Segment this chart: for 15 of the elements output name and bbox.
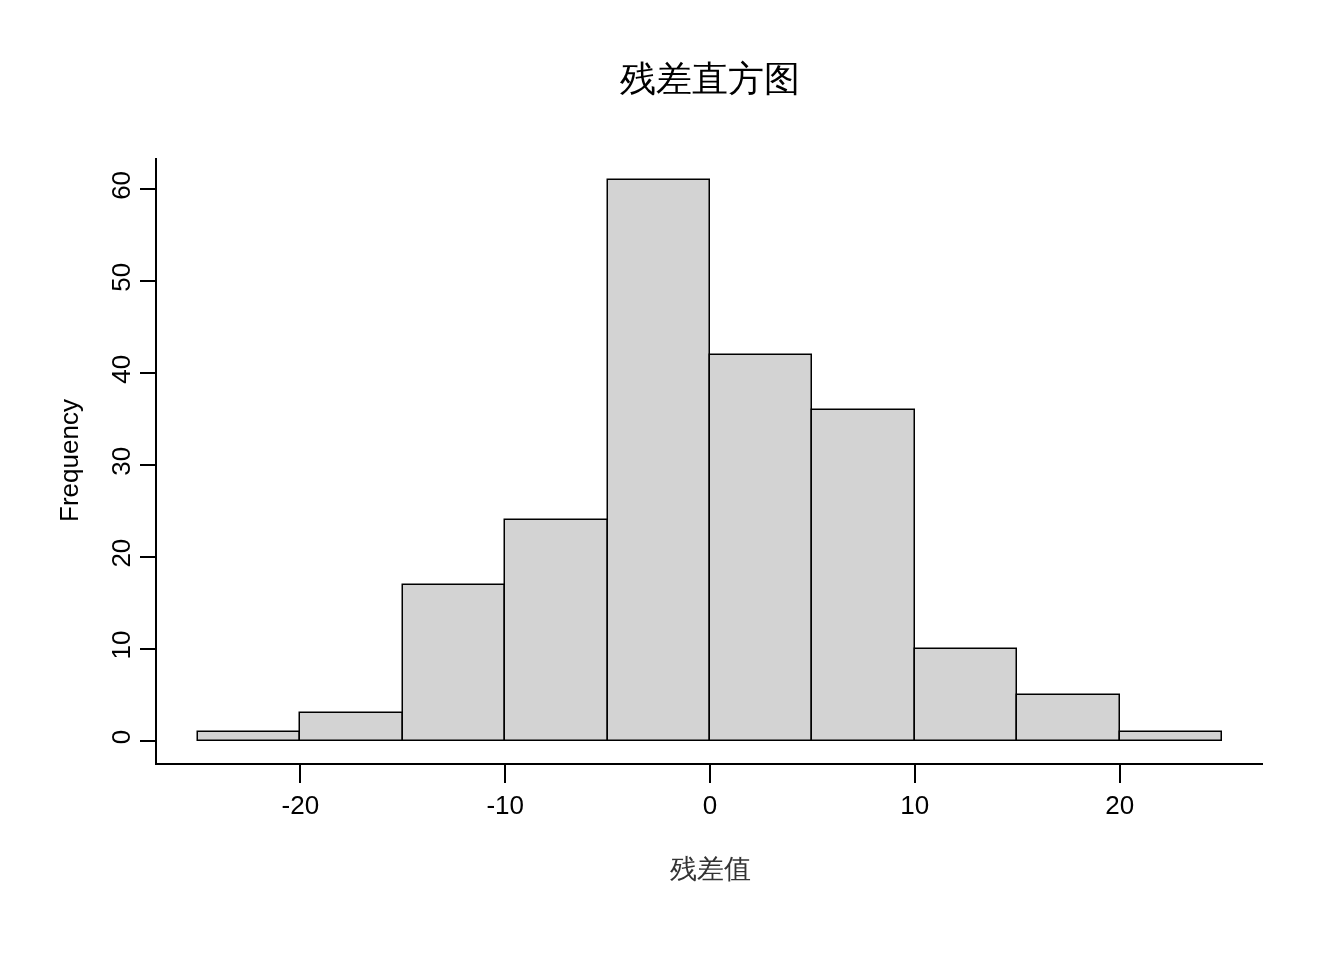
y-tick-label: 20 (105, 538, 136, 568)
y-tick-label: 0 (105, 729, 136, 745)
x-tick-label: 20 (1105, 789, 1135, 820)
y-tick-label: 60 (105, 170, 136, 200)
x-tick-label: 10 (900, 789, 930, 820)
x-tick-label: -10 (486, 789, 524, 820)
y-tick-label: 10 (105, 630, 136, 660)
y-tick-label: 30 (105, 446, 136, 476)
y-tick-label: 40 (105, 354, 136, 384)
x-axis-title: 残差值 (669, 853, 751, 884)
chart-title: 残差直方图 (619, 58, 800, 100)
y-tick-label: 50 (105, 262, 136, 292)
x-tick-label: 0 (702, 789, 718, 820)
x-tick-label: -20 (281, 789, 320, 820)
y-axis-title: Frequency (53, 399, 84, 522)
